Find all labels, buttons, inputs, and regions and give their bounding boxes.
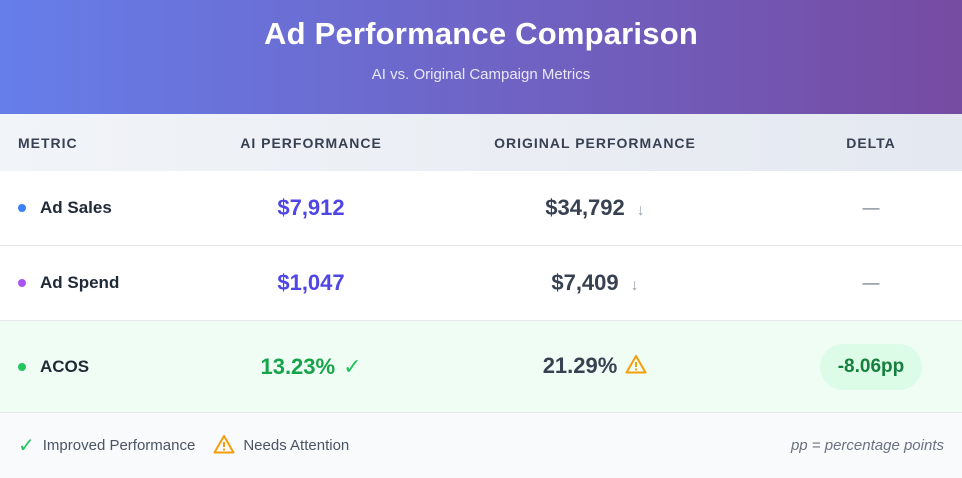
arrow-down-icon: ↓ <box>630 277 639 294</box>
dot-icon <box>18 204 26 212</box>
original-value: $34,792 <box>545 195 625 220</box>
legend-attention: Needs Attention <box>243 437 350 454</box>
legend: ✓ Improved Performance Needs Attention pp… <box>0 413 962 478</box>
table-row-ad-spend: Ad Spend $1,047 $7,409 ↓ — <box>0 246 962 321</box>
ai-value: 13.23% <box>260 353 336 379</box>
metric-label: Ad Spend <box>40 273 120 292</box>
column-header-delta: DELTA <box>846 134 896 151</box>
column-header-ai: AI PERFORMANCE <box>240 134 382 151</box>
table-row-acos: ACOS 13.23% ✓ 21.29% -8.06pp <box>0 321 962 413</box>
original-value: $7,409 <box>551 270 619 295</box>
ai-value: $1,047 <box>277 270 345 295</box>
check-icon: ✓ <box>343 353 362 379</box>
warning-icon <box>625 354 647 380</box>
table-row-ad-sales: Ad Sales $7,912 $34,792 ↓ — <box>0 171 962 246</box>
legend-note: pp = percentage points <box>790 437 944 454</box>
delta-value: — <box>862 198 880 217</box>
dot-icon <box>18 279 26 287</box>
delta-badge: -8.06pp <box>819 343 923 390</box>
original-value: 21.29% <box>542 352 618 378</box>
page-title: Ad Performance Comparison <box>264 16 698 51</box>
column-header-original: ORIGINAL PERFORMANCE <box>494 134 696 151</box>
check-icon: ✓ <box>18 435 35 457</box>
page-subtitle: AI vs. Original Campaign Metrics <box>371 66 591 83</box>
ai-value: $7,912 <box>277 195 345 220</box>
legend-improved: Improved Performance <box>42 437 196 454</box>
column-header-metric: METRIC <box>18 134 78 151</box>
metric-label: Ad Sales <box>40 198 112 217</box>
arrow-down-icon: ↓ <box>636 202 645 219</box>
header: Ad Performance Comparison AI vs. Origina… <box>0 0 962 114</box>
table-header: METRIC AI PERFORMANCE ORIGINAL PERFORMAN… <box>0 114 962 171</box>
metric-label: ACOS <box>40 356 90 376</box>
delta-value: — <box>862 273 880 292</box>
warning-icon <box>213 434 235 458</box>
dot-icon <box>18 362 26 371</box>
